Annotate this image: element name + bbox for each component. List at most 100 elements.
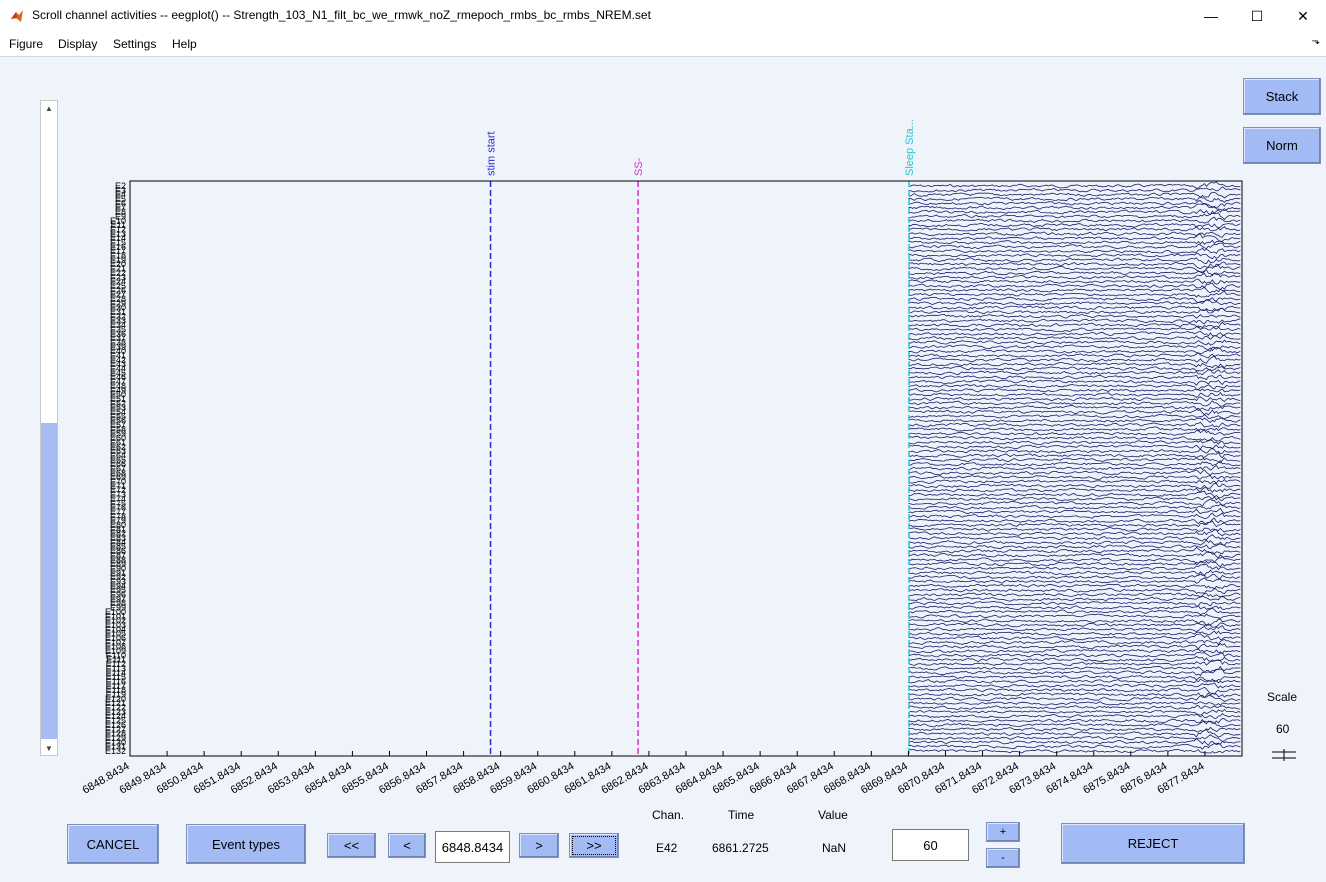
channel-label: E86 (110, 546, 126, 556)
channel-label: E11 (111, 220, 126, 230)
channel-label: E6 (115, 198, 126, 208)
scroll-first-button[interactable]: << (327, 833, 376, 858)
close-button[interactable]: ✕ (1297, 7, 1309, 24)
channel-trace (908, 299, 1241, 306)
menu-figure[interactable]: Figure (9, 37, 44, 51)
chan-value: E42 (656, 841, 678, 855)
channel-trace (908, 720, 1241, 728)
channel-label: E89 (110, 559, 126, 569)
channel-label: E5 (115, 194, 126, 204)
channel-label: E29 (110, 298, 126, 308)
channel-trace (908, 191, 1241, 199)
cancel-button[interactable]: CANCEL (67, 824, 159, 864)
channel-trace (908, 742, 1241, 750)
channel-label: E116 (106, 676, 126, 686)
channel-trace (908, 231, 1241, 238)
scale-input[interactable]: 60 (892, 829, 969, 861)
menu-display[interactable]: Display (58, 37, 98, 51)
channel-label: E34 (110, 320, 126, 330)
channel-trace (908, 282, 1241, 291)
channel-label: E21 (110, 264, 126, 274)
channel-label: E120 (105, 694, 126, 704)
channel-trace (908, 212, 1241, 220)
scroll-thumb[interactable] (41, 423, 57, 739)
scroll-next-button[interactable]: > (519, 833, 559, 858)
time-input[interactable]: 6848.8434 (435, 831, 510, 863)
minimize-button[interactable]: — (1204, 8, 1218, 24)
channel-trace (908, 421, 1241, 428)
channel-trace (908, 247, 1241, 254)
channel-trace (908, 181, 1241, 189)
channel-trace (908, 678, 1241, 684)
scroll-last-button[interactable]: >> (569, 833, 619, 858)
scroll-up-icon[interactable]: ▲ (45, 103, 53, 113)
channel-label: E39 (110, 342, 126, 352)
channel-label: E80 (110, 520, 126, 530)
channel-trace (908, 701, 1241, 706)
menu-settings[interactable]: Settings (113, 37, 157, 51)
channel-label: E83 (110, 533, 126, 543)
channel-label: E36 (110, 329, 126, 339)
channel-trace (908, 713, 1241, 719)
channel-trace (908, 464, 1241, 471)
channel-trace (908, 305, 1241, 312)
channel-trace (908, 529, 1241, 537)
channel-trace (908, 365, 1241, 372)
channel-trace (908, 495, 1241, 502)
norm-button[interactable]: Norm (1243, 127, 1321, 164)
channel-trace (908, 569, 1241, 577)
stack-button[interactable]: Stack (1243, 78, 1321, 115)
channel-trace (908, 665, 1241, 674)
channel-trace (908, 321, 1241, 330)
channel-trace (908, 426, 1241, 432)
channel-trace (908, 577, 1241, 584)
scale-plus-button[interactable]: + (986, 822, 1020, 842)
channel-trace (908, 404, 1241, 412)
menu-help[interactable]: Help (172, 37, 197, 51)
channel-trace (908, 587, 1241, 595)
channel-trace (908, 605, 1241, 611)
dock-arrow-icon[interactable]: ⬎ (1311, 36, 1320, 47)
channel-label: E73 (110, 490, 126, 500)
channel-label: E33 (110, 316, 126, 326)
channel-trace (908, 482, 1241, 490)
channel-trace (908, 369, 1241, 376)
channel-trace (908, 269, 1241, 277)
channel-trace (908, 352, 1241, 359)
event-types-button[interactable]: Event types (186, 824, 306, 864)
channel-trace (908, 633, 1241, 641)
channel-label: E9 (115, 211, 126, 221)
time-label: Time (728, 808, 755, 822)
channel-trace (908, 257, 1241, 265)
menu-bar: Figure Display Settings Help ⬎ (0, 32, 1326, 57)
channel-label: E122 (105, 703, 126, 713)
channel-label: E15 (110, 238, 126, 248)
channel-label: E66 (110, 459, 126, 469)
channel-scrollbar[interactable]: ▲ ▼ (40, 100, 58, 756)
event-label: SS- (633, 157, 645, 176)
channel-trace (908, 186, 1241, 193)
channel-trace (908, 668, 1241, 677)
channel-trace (908, 517, 1241, 526)
channel-trace (908, 253, 1241, 260)
channel-trace (908, 374, 1241, 381)
channel-trace (908, 490, 1241, 498)
channel-label: E18 (110, 251, 126, 261)
reject-button[interactable]: REJECT (1061, 823, 1245, 864)
channel-trace (908, 388, 1241, 393)
channel-label: E68 (110, 468, 126, 478)
channel-trace (908, 543, 1241, 550)
channel-label: E27 (110, 290, 126, 300)
maximize-button[interactable]: ☐ (1250, 7, 1264, 24)
scroll-prev-button[interactable]: < (388, 833, 426, 858)
channel-trace (908, 278, 1241, 285)
channel-trace (908, 503, 1241, 510)
channel-label: E106 (105, 633, 126, 643)
scale-minus-button[interactable]: - (986, 848, 1020, 868)
channel-label: E85 (110, 542, 126, 552)
channel-label: E103 (105, 620, 126, 630)
channel-label: E40 (110, 346, 126, 356)
scroll-down-icon[interactable]: ▼ (45, 743, 53, 753)
channel-trace (908, 313, 1241, 319)
